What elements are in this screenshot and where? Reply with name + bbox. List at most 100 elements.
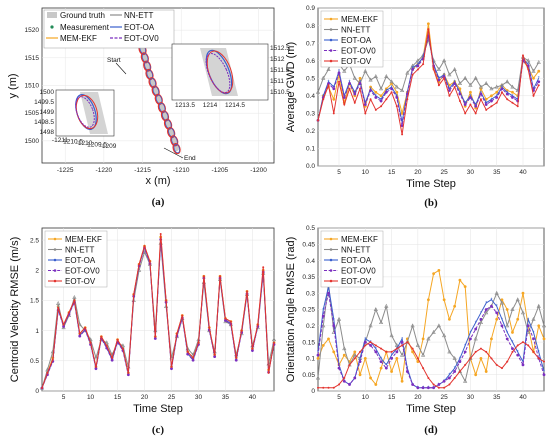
panel-c-series-eot-ov-point — [100, 335, 103, 338]
inset-top-right: 1213.5 1214 1214.5 1510.5 1511 1511.5 1512 1512… — [171, 43, 290, 109]
panel-c-xtick-label: 20 — [141, 394, 149, 401]
panel-c-legend-mem-ekf: MEM-EKF — [65, 235, 102, 244]
panel-b-series-eot-ov-point — [432, 68, 435, 71]
panel-c-series-eot-ov0-point — [153, 337, 157, 340]
panel-b-series-eot-ov-point — [390, 91, 393, 94]
panel-d-series-mem-ekf-point — [400, 379, 404, 383]
panel-b-series-eot-ov0-point — [411, 68, 415, 71]
panel-b-series-nn-ett-point — [457, 81, 463, 85]
panel-b-series-eot-ov-point — [511, 101, 514, 104]
panel-d-series-eot-oa-point: * — [501, 317, 503, 323]
panel-d-series-mem-ekf-point — [442, 298, 446, 302]
panel-b-series-mem-ekf-point — [484, 97, 488, 101]
panel-c-series-eot-ov-point — [240, 329, 243, 332]
panel-d-series-mem-ekf-point — [516, 317, 520, 321]
panel-b-series-nn-ett-point — [389, 79, 394, 84]
panel-c-series-eot-ov-point — [192, 356, 195, 359]
panel-d-series-eot-ov-point — [479, 347, 482, 350]
legend-measurement: Measurement — [60, 23, 110, 32]
inset-left-ytick: 1498 — [40, 129, 55, 136]
panel-c-series-eot-ov0-point — [224, 318, 227, 322]
panel-c-series-eot-ov-point — [213, 353, 216, 356]
panel-d-series-mem-ekf-point — [416, 360, 420, 364]
panel-b-series-eot-ov0-point — [505, 92, 509, 96]
panel-d-series-eot-ov0-point — [363, 340, 367, 344]
start-arrow — [115, 62, 127, 75]
inset-top-ellipse-eot-ov0 — [205, 52, 231, 94]
panel-c-series-eot-ov-point — [219, 275, 222, 278]
panel-c-legend-nn-ett: NN-ETT — [65, 245, 94, 254]
panel-d-series-mem-ekf-point — [490, 337, 493, 341]
panel-d-series-eot-oa-point: * — [359, 356, 361, 362]
panel-c-ytick-label: 0.5 — [30, 358, 39, 365]
panel-b-series-eot-ov-point — [448, 94, 451, 97]
panel-d-series-eot-ov0-point — [490, 304, 493, 308]
inset-left-xtick: -1210.5 — [61, 139, 83, 146]
panel-b-series-nn-ett-point — [494, 84, 499, 89]
panel-c-series-eot-ov0-point — [78, 334, 82, 338]
panel-b-xtick-label: 35 — [493, 169, 501, 176]
panel-b-series-eot-ov-point — [469, 103, 472, 106]
panel-d-series-mem-ekf-point — [537, 324, 541, 328]
panel-d-series-nn-ett-point — [426, 336, 431, 341]
panel-d-series-eot-oa-point: * — [375, 347, 377, 353]
panel-d-series-eot-ov-point — [416, 357, 419, 360]
panel-d-series-eot-ov0-point — [526, 324, 530, 328]
panel-d-legend-eot-ov: EOT-OV — [341, 277, 372, 286]
panel-d-series-eot-oa-point: * — [469, 330, 471, 336]
inset-left-ellipse-eot-ov — [75, 94, 99, 130]
panel-a-x-ticks: -1225 -1220 -1215 -1210 -1205 -1200 — [57, 167, 267, 174]
panel-d-series-eot-ov-point — [359, 350, 362, 353]
panel-d-ytick-label: 0.2 — [306, 323, 315, 330]
panel-b-series-eot-ov-point — [359, 87, 362, 90]
panel-b-series-nn-ett-point — [473, 75, 478, 80]
panel-c-series-eot-ov-point — [127, 371, 130, 374]
panel-d-series-eot-ov0-point — [479, 317, 483, 321]
panel-b-legend-eot-ov: EOT-OV — [341, 57, 372, 66]
panel-c-series-eot-ov — [41, 233, 275, 389]
panel-b-series-eot-ov-point — [380, 105, 383, 108]
panel-b-series-eot-ov-point — [411, 73, 414, 76]
panel-d-series-nn-ett-point — [342, 346, 347, 351]
panel-c-series-eot-ov-point — [138, 263, 141, 266]
legend-mem-ekf-a: MEM-EKF — [60, 34, 97, 43]
panel-b-series-mem-ekf-point — [332, 97, 336, 101]
panel-b-series-eot-ov-point — [385, 98, 388, 101]
panel-d-series-eot-ov — [318, 341, 545, 389]
panel-d-legend-marker-eot-oa — [329, 258, 333, 262]
panel-d-series-nn-ett-point — [520, 310, 526, 315]
panel-c-series-eot-ov-point — [224, 317, 227, 320]
panel-b-series-eot-ov0-point — [337, 71, 341, 75]
panel-b-series-eot-ov0-point — [332, 87, 336, 91]
panel-b-series-eot-ov-point — [453, 86, 456, 88]
inset-top-xtick: 1214 — [203, 102, 218, 109]
panel-d-series-mem-ekf-point — [353, 350, 357, 354]
panel-d-series-nn-ett-point — [315, 375, 321, 380]
panel-b-series-eot-ov-point — [317, 119, 319, 122]
panel-d-ytick-label: 0.05 — [302, 372, 315, 379]
panel-d-series-mem-ekf-point — [437, 268, 441, 272]
panel-d-series-eot-ov-point — [437, 386, 440, 389]
panel-c-series-nn-ett-point — [72, 294, 77, 299]
panel-c-series-eot-ov-point — [148, 260, 151, 263]
panel-b-xtick-label: 15 — [388, 169, 396, 176]
panel-d-series-eot-oa-point: * — [538, 350, 540, 356]
panel-c-series-nn-ett-point — [45, 367, 50, 372]
panel-b-series-mem-ekf-point — [358, 76, 362, 80]
panel-d-series-eot-ov-point — [448, 383, 451, 386]
panel-c-series-eot-ov0-point — [234, 358, 238, 362]
panel-b-series-eot-ov-point — [422, 63, 425, 66]
panel-c-xtick-label: 40 — [249, 394, 257, 401]
panel-c-series-eot-ov0-point — [213, 355, 217, 358]
panel-d-series-nn-ett-point — [494, 290, 499, 295]
panel-b-series-nn-ett-point — [442, 58, 447, 63]
panel-b-series-eot-ov0-point — [500, 87, 504, 91]
panel-a-ytick-label: 1520 — [25, 27, 40, 34]
panel-c-series-eot-ov0-point — [251, 349, 254, 352]
panel-b-ylabel: Average GWD (m) — [285, 42, 297, 132]
panel-d-series-eot-ov-point — [500, 367, 503, 370]
panel-d-ytick-label: 0.45 — [302, 242, 315, 249]
panel-b-series-eot-ov-point — [521, 54, 524, 57]
panel-c-ytick-label: 0 — [35, 388, 39, 395]
panel-d-series-mem-ekf-point — [474, 373, 478, 377]
